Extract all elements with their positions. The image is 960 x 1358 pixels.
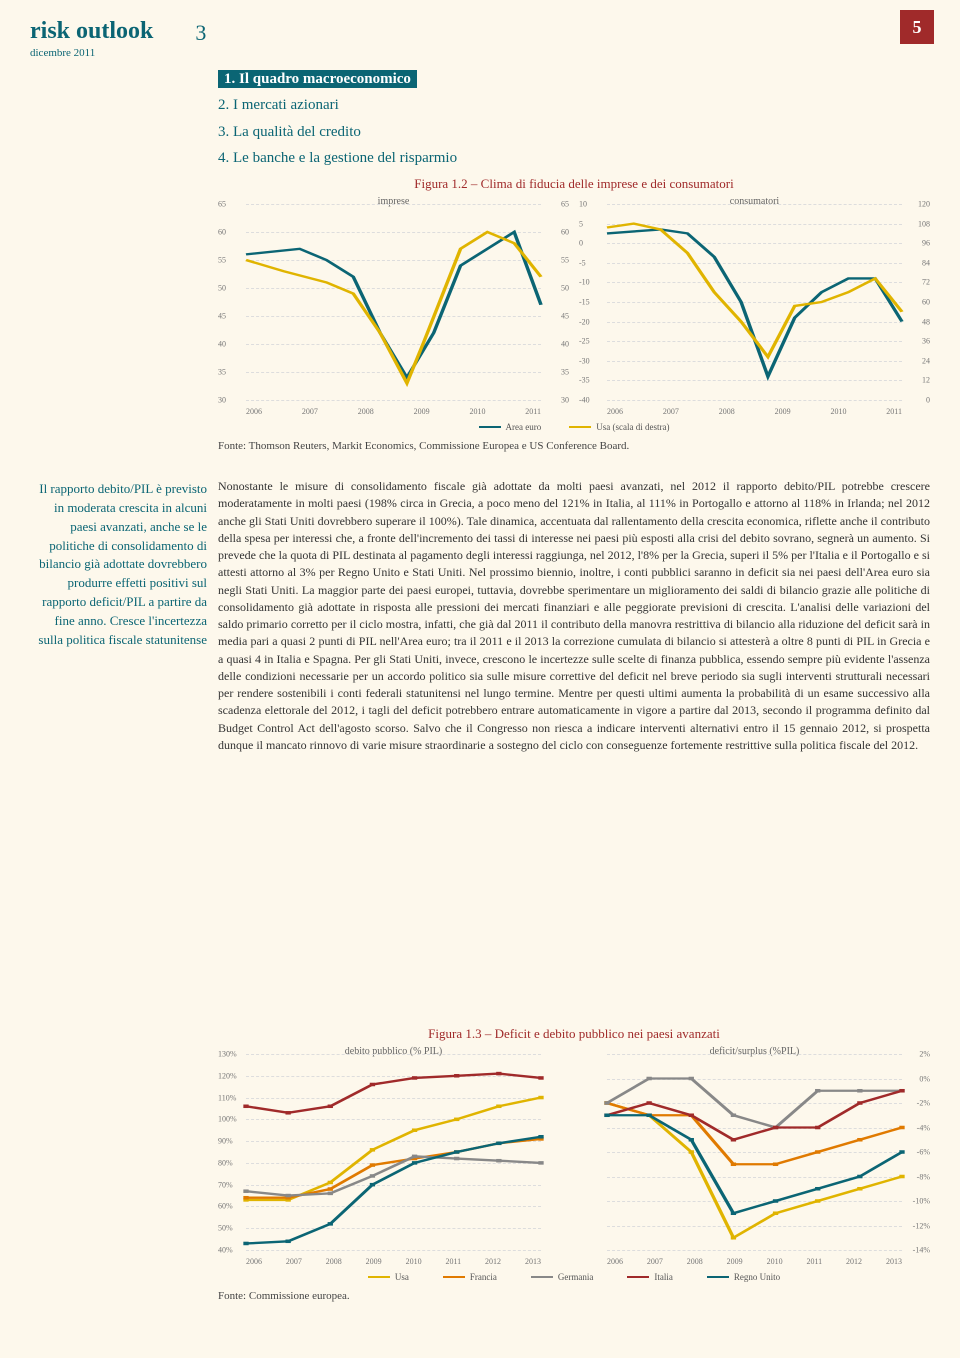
fig13-legend: Usa Francia Germania Italia Regno Unito [218,1272,930,1282]
section-index: 3 [195,20,206,46]
legend-area-euro: Area euro [506,422,542,432]
page-number-badge: 5 [900,10,934,44]
fig12-right-chart: consumatori -400-3512-3024-2536-2048-156… [579,196,930,416]
header: risk outlook dicembre 2011 3 [30,18,206,59]
fig13-left-chart: debito pubblico (% PIL) 40%50%60%70%80%9… [218,1046,569,1266]
brand-date: dicembre 2011 [30,47,153,59]
fig12-source: Fonte: Thomson Reuters, Markit Economics… [218,440,930,452]
fig12-legend: Area euro Usa (scala di destra) [218,422,930,432]
figure-1-3: Figura 1.3 – Deficit e debito pubblico n… [218,1026,930,1302]
fig12-left-chart: imprese 30303535404045455050555560606565… [218,196,569,416]
toc-item-1: 1. Il quadro macroeconomico [218,66,457,92]
brand-title: risk outlook [30,18,153,45]
legend-germania: Germania [531,1272,593,1282]
legend-francia: Francia [443,1272,497,1282]
legend-regno unito: Regno Unito [707,1272,780,1282]
body-paragraph: Nonostante le misure di consolidamento f… [218,478,930,754]
legend-italia: Italia [627,1272,673,1282]
figure-1-2: Figura 1.2 – Clima di fiducia delle impr… [218,176,930,452]
toc: 1. Il quadro macroeconomico 2. I mercati… [218,66,457,171]
aside-callout: Il rapporto debito/PIL è previsto in mod… [30,480,207,650]
legend-usa: Usa (scala di destra) [596,422,669,432]
fig13-source: Fonte: Commissione europea. [218,1290,930,1302]
fig13-right-chart: deficit/surplus (%PIL) 2%0%-2%-4%-6%-8%-… [579,1046,930,1266]
legend-usa: Usa [368,1272,409,1282]
toc-item-4: 4. Le banche e la gestione del risparmio [218,145,457,171]
toc-item-2: 2. I mercati azionari [218,92,457,118]
toc-item-3: 3. La qualità del credito [218,119,457,145]
fig12-title: Figura 1.2 – Clima di fiducia delle impr… [218,176,930,192]
fig13-title: Figura 1.3 – Deficit e debito pubblico n… [218,1026,930,1042]
